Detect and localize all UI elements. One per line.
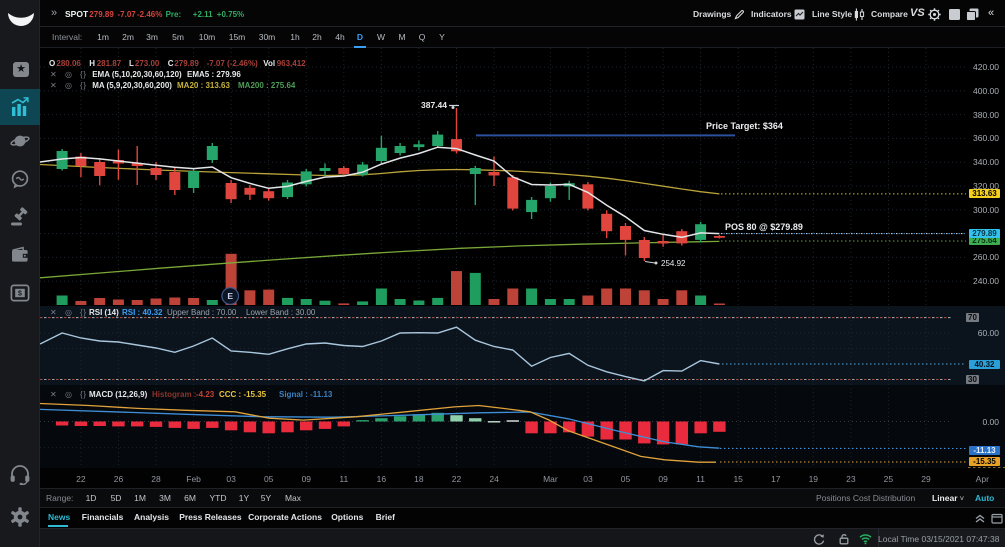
svg-text:387.44: 387.44 bbox=[421, 100, 447, 110]
svg-text:E: E bbox=[227, 291, 233, 301]
svg-text:$: $ bbox=[18, 291, 22, 298]
svg-text:254.92: 254.92 bbox=[661, 259, 686, 268]
